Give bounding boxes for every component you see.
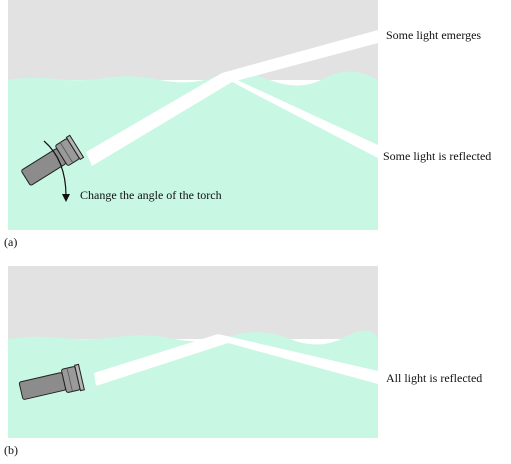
light-beams [94, 334, 378, 386]
reflect-label: All light is reflected [386, 371, 482, 385]
panel-a-svg: Some light emerges Some light is reflect… [4, 0, 491, 249]
torch-icon [18, 363, 85, 400]
rotate-arrow-icon [43, 140, 70, 202]
panel-a-tag: (a) [4, 235, 17, 249]
incident-beam [94, 334, 228, 386]
reflect-label: Some light is reflected [383, 149, 491, 163]
panel-b-svg: All light is reflected (b) [4, 266, 482, 457]
air-region [8, 0, 378, 80]
refracted-beam [222, 30, 378, 82]
air-region [8, 266, 378, 339]
reflected-beam [218, 334, 378, 384]
diagram-panel-a: Some light emerges Some light is reflect… [4, 0, 491, 249]
emerge-label: Some light emerges [386, 28, 481, 42]
light-beams [86, 30, 378, 166]
panel-b-tag: (b) [4, 443, 18, 457]
rotate-label: Change the angle of the torch [80, 188, 222, 202]
diagram-panel-b: All light is reflected (b) [0, 258, 511, 464]
incident-beam [86, 73, 232, 166]
torch-icon [21, 134, 85, 186]
reflected-beam [222, 73, 378, 158]
water-region [8, 71, 378, 230]
